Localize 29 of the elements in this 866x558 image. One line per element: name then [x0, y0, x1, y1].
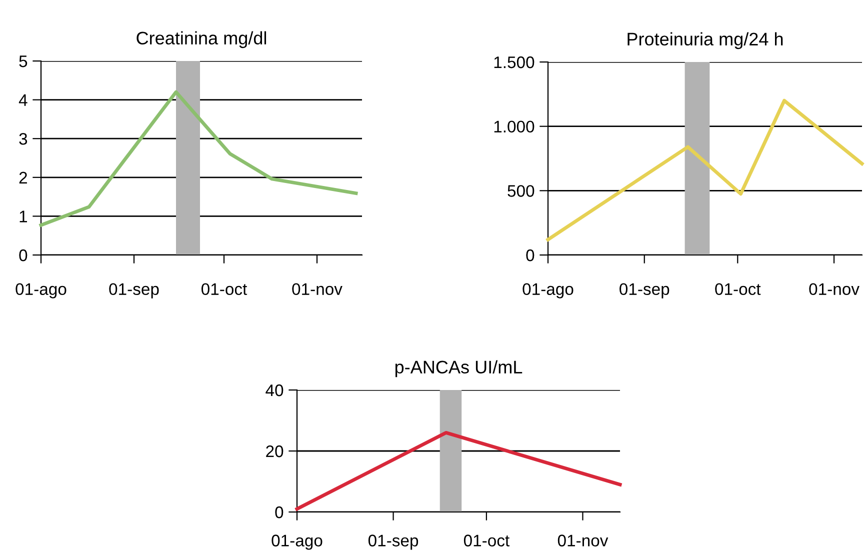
x-tick-label: 01-nov — [809, 283, 860, 296]
y-tick-label: 500 — [508, 185, 534, 197]
line-series — [39, 90, 358, 227]
y-tick-label: 1.500 — [494, 56, 534, 68]
y-tick-label: 1.000 — [494, 120, 534, 133]
y-tick-label: 20 — [266, 445, 284, 458]
x-tick-label: 01-sep — [368, 534, 418, 550]
y-tick-label: 0 — [275, 506, 284, 518]
x-tick-label: 01-sep — [109, 283, 159, 298]
chart-title: Proteinuria mg/24 h — [628, 32, 783, 50]
y-tick-label: 0 — [19, 249, 28, 262]
y-tick-label: 2 — [19, 172, 27, 184]
y-tick-label: 1 — [20, 210, 27, 222]
x-tick-label: 01-oct — [464, 534, 510, 546]
chart-title: p-ANCAs UI/mL — [395, 360, 522, 378]
x-tick-label: 01-oct — [715, 283, 761, 296]
x-tick-label: 01-ago — [272, 534, 322, 550]
x-tick-label: 01-oct — [201, 283, 248, 296]
x-tick-label: 01-nov — [558, 534, 608, 546]
y-tick-label: 3 — [19, 133, 28, 145]
y-tick-label: 40 — [266, 384, 284, 396]
y-tick-label: 0 — [526, 249, 534, 262]
x-tick-label: 01-ago — [16, 283, 66, 298]
x-tick-label: 01-nov — [292, 283, 342, 296]
x-tick-label: 01-ago — [522, 283, 574, 298]
y-tick-label: 4 — [18, 94, 28, 106]
x-tick-label: 01-sep — [620, 283, 670, 298]
chart-title: Creatinina mg/dl — [136, 31, 266, 48]
y-tick-label: 5 — [19, 56, 28, 68]
